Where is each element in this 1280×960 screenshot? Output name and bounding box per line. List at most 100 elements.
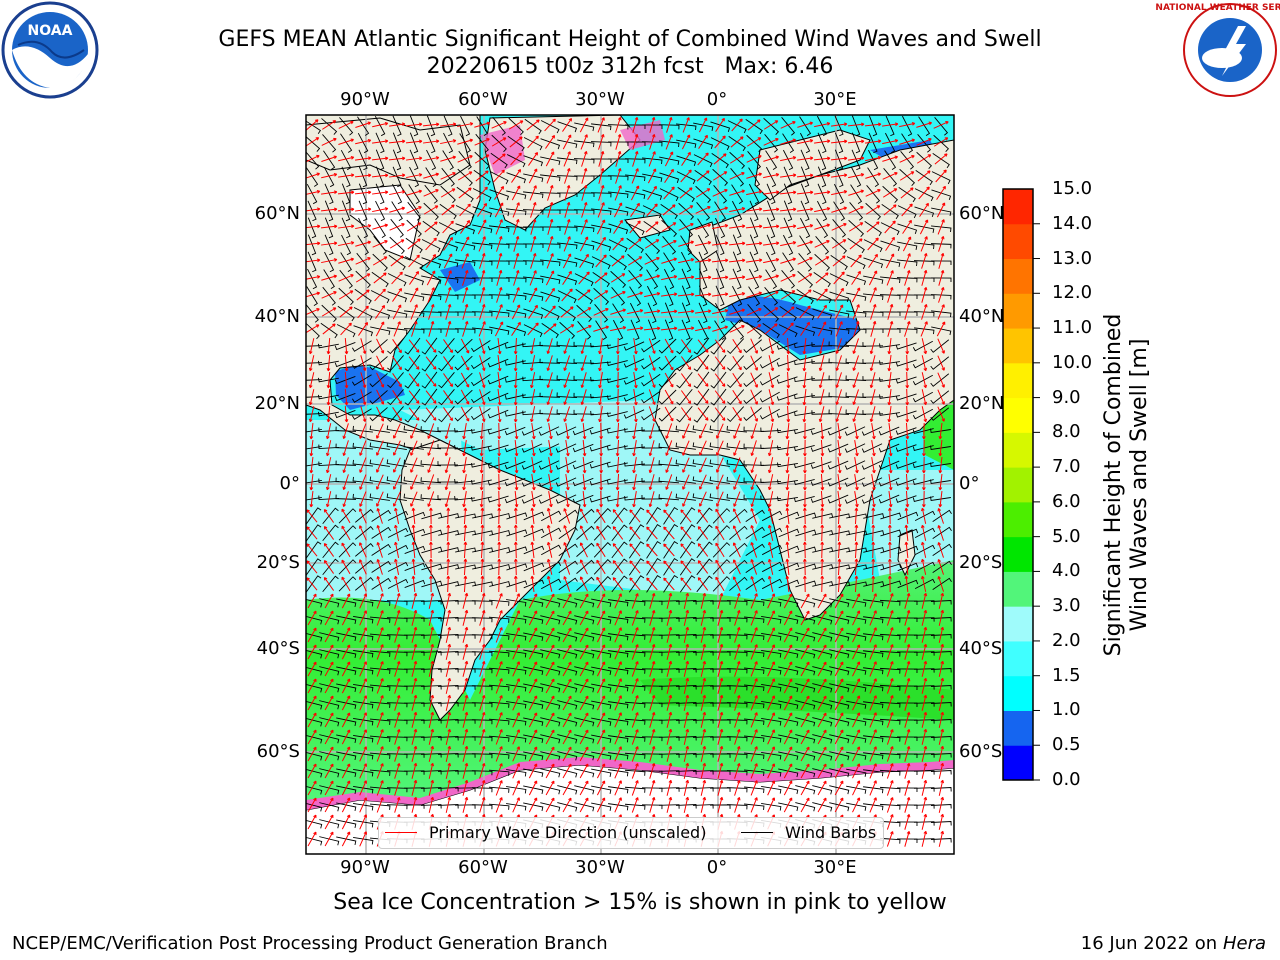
wind-barb <box>641 339 661 353</box>
wave-direction-arrow <box>392 474 401 490</box>
wind-barb <box>861 443 883 453</box>
wind-barb <box>879 599 901 606</box>
wave-direction-arrow <box>664 389 674 405</box>
wave-direction-arrow <box>337 207 355 212</box>
wave-direction-arrow <box>394 558 400 575</box>
wind-barb <box>628 524 645 542</box>
wind-barb <box>403 442 424 450</box>
wind-barb <box>732 217 742 239</box>
wave-direction-arrow <box>631 644 639 660</box>
wave-direction-arrow <box>307 661 317 677</box>
wave-direction-arrow <box>697 356 709 370</box>
wave-direction-arrow <box>938 269 945 286</box>
wind-barb <box>827 426 849 436</box>
wave-direction-arrow <box>814 256 830 266</box>
wave-direction-arrow <box>579 780 589 796</box>
wind-barb <box>471 719 493 725</box>
wave-direction-arrow <box>359 474 367 490</box>
wind-barb <box>795 546 817 554</box>
wind-barb <box>829 581 851 587</box>
wind-barb <box>675 719 697 724</box>
wind-barb <box>761 734 782 743</box>
wave-direction-arrow <box>750 559 758 575</box>
wind-barb <box>307 217 317 239</box>
wind-barb <box>930 496 951 502</box>
wind-barb <box>504 377 526 383</box>
wave-direction-arrow <box>683 728 690 745</box>
wind-barb <box>574 802 595 812</box>
wave-direction-arrow <box>338 155 355 162</box>
wind-barb <box>641 356 661 370</box>
wind-barb <box>760 495 782 501</box>
wind-barb <box>743 494 765 500</box>
wind-barb <box>353 650 374 658</box>
wind-barb <box>681 285 691 307</box>
wind-barb <box>306 413 323 415</box>
wave-direction-arrow <box>834 644 844 660</box>
wind-barb <box>306 151 320 170</box>
wave-direction-arrow <box>562 712 572 728</box>
wave-direction-arrow <box>921 609 928 626</box>
wave-direction-arrow <box>580 338 587 355</box>
wave-direction-arrow <box>648 406 656 422</box>
wind-barb <box>766 217 776 239</box>
wind-barb <box>540 259 561 267</box>
wave-direction-arrow <box>372 240 388 248</box>
wave-direction-arrow <box>750 712 758 728</box>
wave-direction-arrow <box>904 796 911 813</box>
wind-barb <box>555 460 577 470</box>
wave-direction-arrow <box>852 695 861 711</box>
wave-direction-arrow <box>938 473 943 491</box>
wave-direction-arrow <box>682 474 690 490</box>
wave-direction-arrow <box>359 729 368 745</box>
wave-direction-arrow <box>376 797 384 813</box>
wind-barb <box>523 511 545 521</box>
wind-barb <box>710 371 727 389</box>
wind-barb <box>420 651 442 656</box>
wind-barb <box>761 544 783 556</box>
wind-barb <box>426 132 436 154</box>
wave-direction-arrow <box>678 275 695 280</box>
wave-direction-arrow <box>631 678 639 694</box>
wind-barb <box>912 374 934 386</box>
wind-barb <box>336 683 357 693</box>
wind-barb <box>692 442 713 451</box>
wave-direction-arrow <box>528 729 538 745</box>
wind-barb <box>557 632 578 642</box>
wave-direction-arrow <box>814 239 830 248</box>
wind-barb <box>470 462 492 468</box>
wind-barb <box>880 529 902 537</box>
wave-direction-arrow <box>321 190 338 195</box>
wind-barb <box>404 310 425 318</box>
wind-barb <box>421 275 442 285</box>
wind-barb <box>817 166 827 188</box>
colorbar-tick-label: 0.5 <box>1052 734 1081 756</box>
wave-direction-arrow <box>495 219 503 235</box>
wave-direction-arrow <box>694 292 712 297</box>
wind-barb <box>793 462 815 469</box>
wave-direction-arrow <box>376 678 384 694</box>
wind-barb <box>675 634 697 639</box>
wave-direction-arrow <box>559 324 575 334</box>
wave-direction-arrow <box>813 156 831 161</box>
wave-direction-arrow <box>462 321 469 337</box>
wave-direction-arrow <box>717 660 724 677</box>
wave-direction-arrow <box>633 338 638 355</box>
wind-barb <box>390 218 404 238</box>
wind-barb <box>369 786 391 793</box>
wave-direction-arrow <box>423 172 440 179</box>
wind-barb <box>355 270 371 289</box>
wave-direction-arrow <box>593 325 609 332</box>
wind-barb <box>812 547 834 553</box>
wave-direction-arrow <box>512 661 520 677</box>
wind-barb <box>426 149 437 171</box>
wind-barb <box>795 325 816 337</box>
wave-direction-arrow <box>852 338 860 354</box>
wind-barb <box>319 802 340 812</box>
wind-barb <box>573 358 595 364</box>
wind-barb <box>306 575 322 593</box>
wave-direction-arrow <box>783 746 793 762</box>
wind-barb <box>471 685 493 691</box>
wind-barb <box>540 734 561 744</box>
wind-barb <box>606 411 628 417</box>
